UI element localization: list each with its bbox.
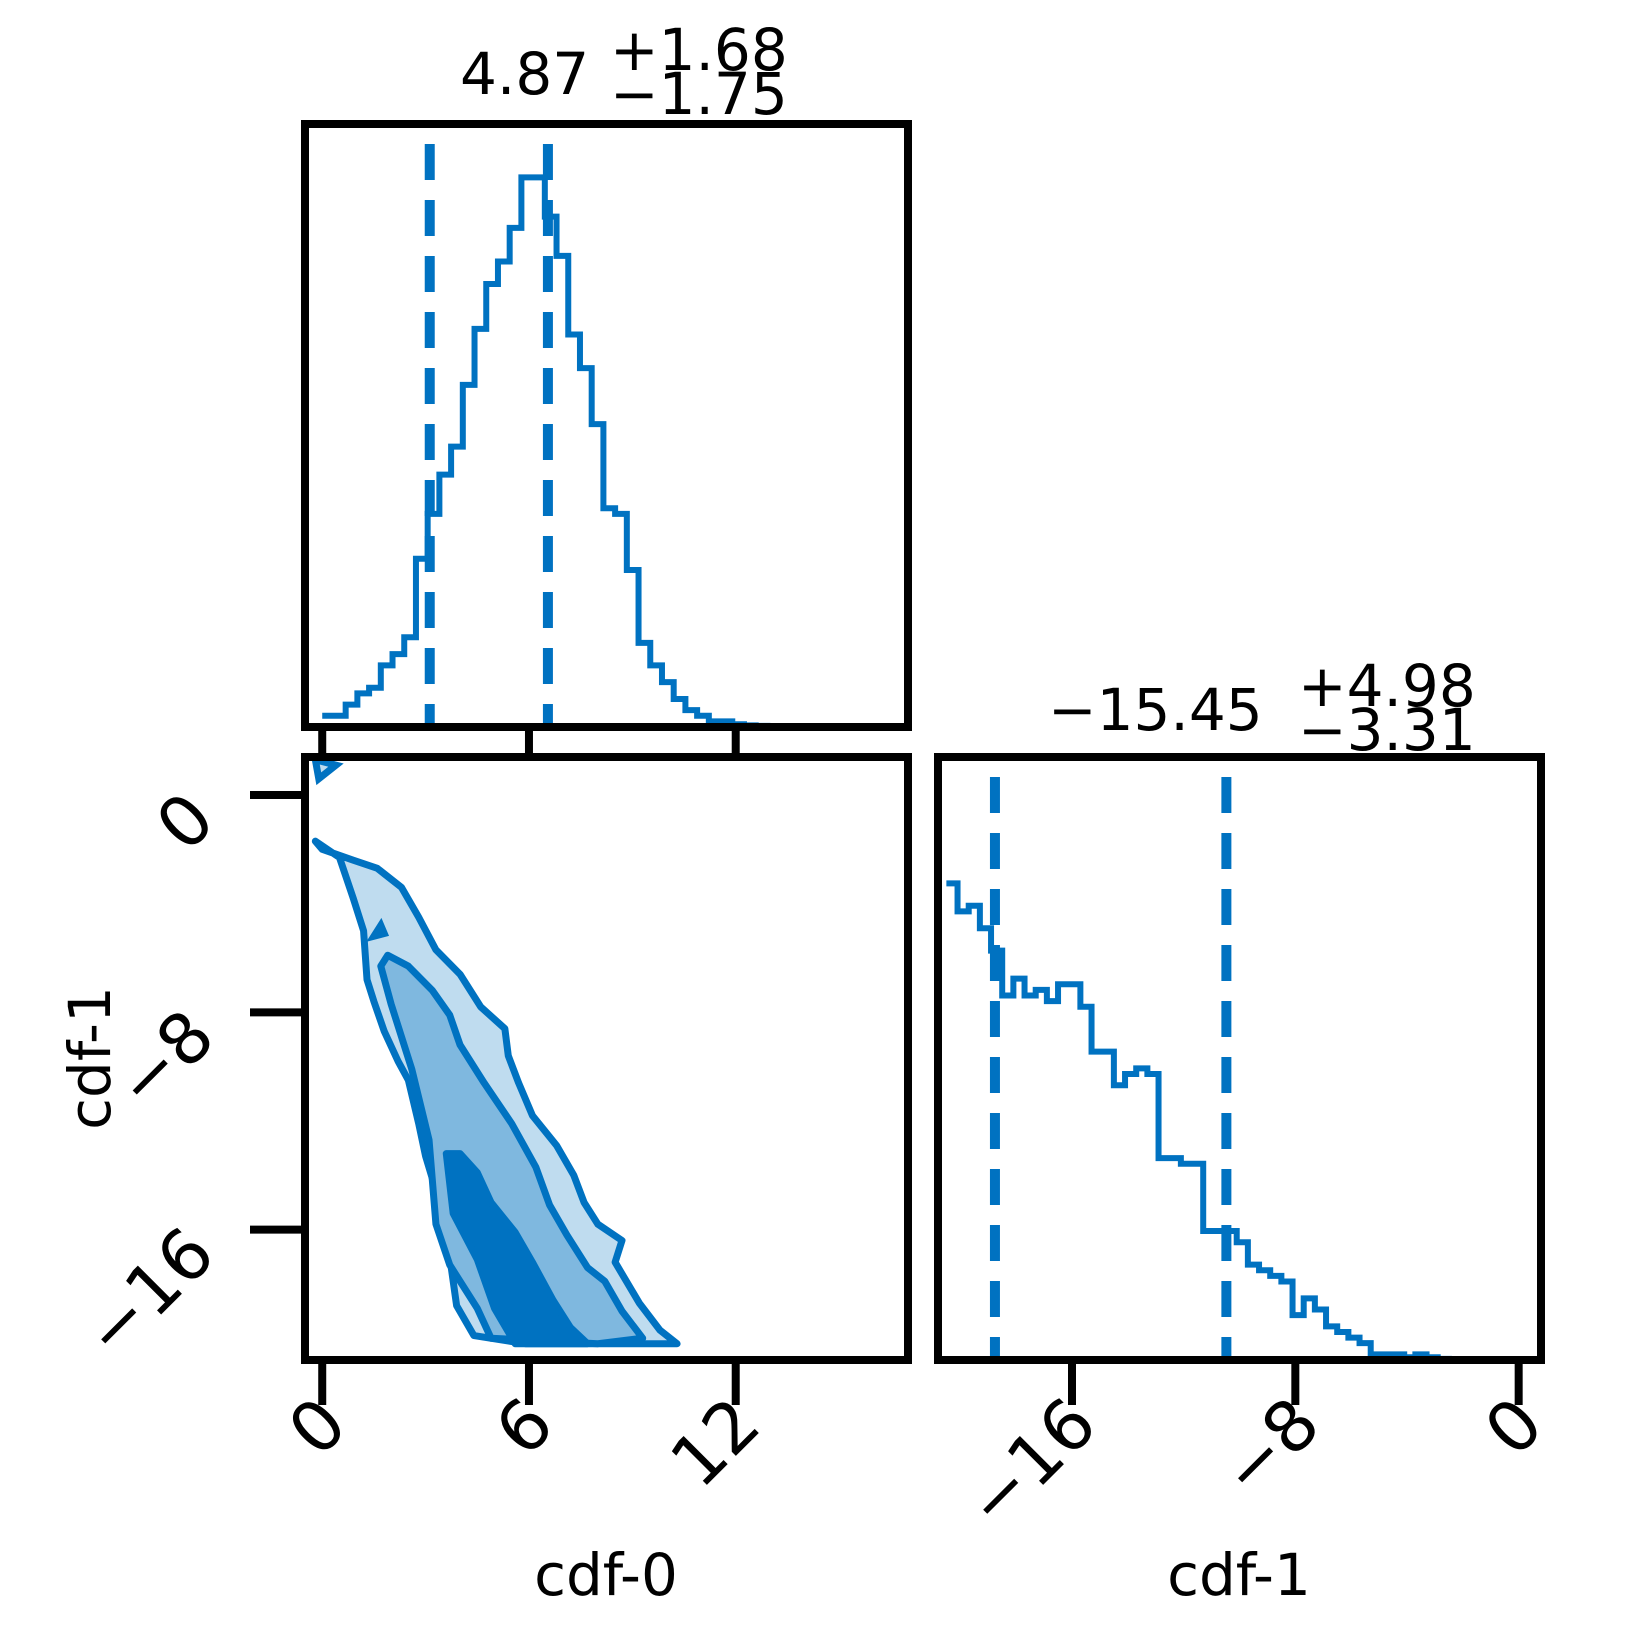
title-cdf1-minus: −3.31 — [1298, 696, 1476, 764]
tick-label-cdf1-y: −16 — [68, 1212, 230, 1374]
hist-cdf1-panel — [934, 753, 1545, 1364]
xlabel-cdf0: cdf-0 — [534, 1541, 678, 1609]
tick-label-cdf0: 12 — [655, 1382, 776, 1503]
contour-level-mid — [377, 951, 647, 1348]
title-cdf1-plus: +4.98 — [1298, 652, 1476, 720]
contour-panel — [301, 753, 912, 1364]
ylabel-cdf1: cdf-1 — [56, 986, 124, 1130]
hist-cdf1-quantiles — [989, 777, 1232, 1360]
axis-ticks: 0 6 12−16−80−16 −8 0 — [68, 727, 1559, 1544]
contour-level-inner — [442, 1150, 592, 1348]
tick-label-cdf0: 0 — [273, 1382, 362, 1471]
xlabel-cdf1: cdf-1 — [1167, 1541, 1311, 1609]
hist-cdf1-frame — [934, 753, 1545, 1364]
contour-frame — [301, 753, 912, 1364]
contour-island — [310, 754, 344, 786]
hist-cdf0-frame — [301, 120, 912, 731]
title-cdf0-plus: +1.68 — [610, 16, 788, 84]
hist-cdf0-steps — [322, 174, 791, 730]
tick-label-cdf1-y: 0 — [141, 777, 230, 866]
title-cdf1-median: −15.45 — [1048, 676, 1263, 744]
hist-cdf1-steps — [946, 880, 1461, 1363]
contour-levels — [310, 754, 681, 1348]
title-cdf0: 4.87 — [460, 40, 589, 108]
tick-label-cdf0: 6 — [480, 1382, 569, 1471]
hist-cdf0-quantiles — [424, 144, 553, 727]
title-cdf0-median: 4.87 — [460, 40, 589, 108]
title-cdf0-minus: −1.75 — [610, 60, 788, 128]
hist-cdf0-panel — [301, 120, 912, 731]
tick-label-cdf1-x: 0 — [1469, 1382, 1558, 1471]
tick-label-cdf1-x: −8 — [1204, 1382, 1335, 1513]
tick-label-cdf1-x: −16 — [950, 1382, 1112, 1544]
contour-island — [366, 917, 390, 942]
